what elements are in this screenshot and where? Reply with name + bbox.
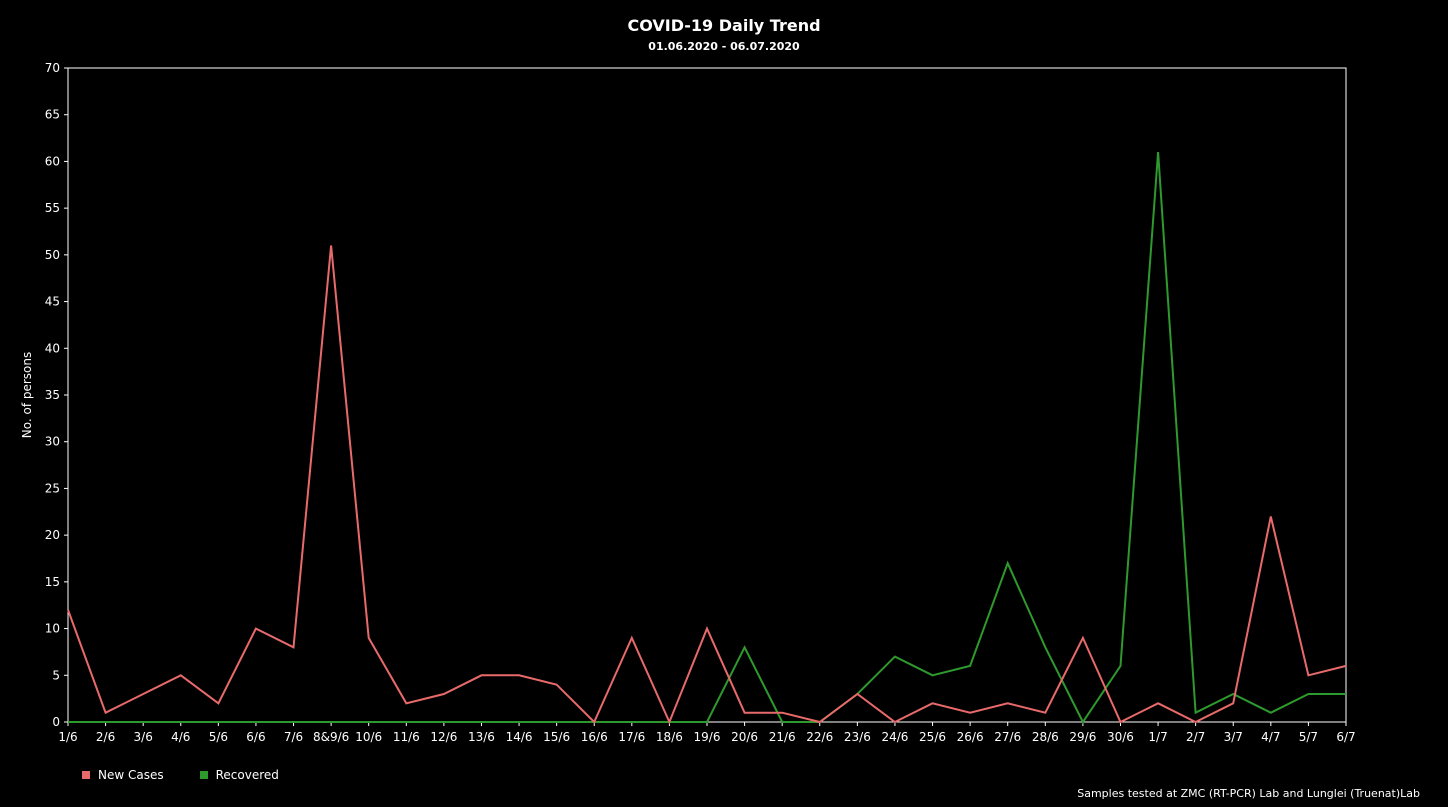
x-tick-label: 3/6 xyxy=(134,730,153,744)
y-tick-label: 70 xyxy=(45,61,60,75)
y-tick-label: 55 xyxy=(45,201,60,215)
x-tick-label: 17/6 xyxy=(618,730,645,744)
y-tick-label: 0 xyxy=(52,715,60,729)
legend-label-recovered: Recovered xyxy=(215,768,279,782)
x-tick-label: 30/6 xyxy=(1107,730,1134,744)
y-tick-label: 35 xyxy=(45,388,60,402)
x-tick-label: 18/6 xyxy=(656,730,683,744)
x-tick-label: 5/7 xyxy=(1299,730,1318,744)
chart-subtitle: 01.06.2020 - 06.07.2020 xyxy=(648,40,800,53)
y-tick-label: 65 xyxy=(45,108,60,122)
x-tick-label: 14/6 xyxy=(506,730,533,744)
y-tick-label: 10 xyxy=(45,622,60,636)
source-note: Samples tested at ZMC (RT-PCR) Lab and L… xyxy=(1077,787,1420,800)
x-tick-label: 16/6 xyxy=(581,730,608,744)
x-tick-label: 2/6 xyxy=(96,730,115,744)
x-tick-label: 29/6 xyxy=(1069,730,1096,744)
x-tick-label: 22/6 xyxy=(806,730,833,744)
x-tick-label: 19/6 xyxy=(694,730,721,744)
x-tick-label: 1/6 xyxy=(58,730,77,744)
x-tick-label: 4/7 xyxy=(1261,730,1280,744)
x-tick-label: 20/6 xyxy=(731,730,758,744)
legend-swatch-new-cases xyxy=(82,771,90,779)
y-tick-label: 20 xyxy=(45,528,60,542)
x-tick-label: 24/6 xyxy=(881,730,908,744)
x-tick-label: 26/6 xyxy=(957,730,984,744)
y-axis-label: No. of persons xyxy=(20,352,34,439)
x-tick-label: 5/6 xyxy=(209,730,228,744)
series-line-new-cases xyxy=(67,245,1347,725)
y-tick-label: 5 xyxy=(52,668,60,682)
x-tick-label: 11/6 xyxy=(393,730,420,744)
x-tick-label: 27/6 xyxy=(994,730,1021,744)
x-tick-label: 25/6 xyxy=(919,730,946,744)
plot-frame xyxy=(67,67,1347,723)
x-tick-label: 4/6 xyxy=(171,730,190,744)
x-tick-label: 21/6 xyxy=(769,730,796,744)
y-tick-label: 40 xyxy=(45,341,60,355)
y-tick-label: 25 xyxy=(45,481,60,495)
y-tick-label: 15 xyxy=(45,575,60,589)
x-tick-label: 6/6 xyxy=(246,730,265,744)
legend-item-new-cases[interactable]: New Cases xyxy=(82,768,164,782)
y-tick-label: 45 xyxy=(45,295,60,309)
y-tick-label: 30 xyxy=(45,435,60,449)
x-tick-label: 2/7 xyxy=(1186,730,1205,744)
x-tick-label: 15/6 xyxy=(543,730,570,744)
x-tick-label: 8&9/6 xyxy=(313,730,349,744)
chart-title: COVID-19 Daily Trend xyxy=(627,16,821,35)
x-tick-label: 28/6 xyxy=(1032,730,1059,744)
legend-label-new-cases: New Cases xyxy=(98,768,164,782)
series-line-recovered xyxy=(68,152,1346,724)
legend: New Cases Recovered xyxy=(82,768,279,782)
y-tick-label: 60 xyxy=(45,154,60,168)
x-tick-label: 1/7 xyxy=(1148,730,1167,744)
x-tick-label: 12/6 xyxy=(430,730,457,744)
legend-swatch-recovered xyxy=(199,771,208,779)
x-tick-label: 3/7 xyxy=(1224,730,1243,744)
x-tick-label: 23/6 xyxy=(844,730,871,744)
x-tick-label: 10/6 xyxy=(355,730,382,744)
legend-item-recovered[interactable]: Recovered xyxy=(199,768,279,782)
x-tick-label: 7/6 xyxy=(284,730,303,744)
x-tick-label: 6/7 xyxy=(1336,730,1355,744)
x-tick-label: 13/6 xyxy=(468,730,495,744)
y-tick-label: 50 xyxy=(45,248,60,262)
